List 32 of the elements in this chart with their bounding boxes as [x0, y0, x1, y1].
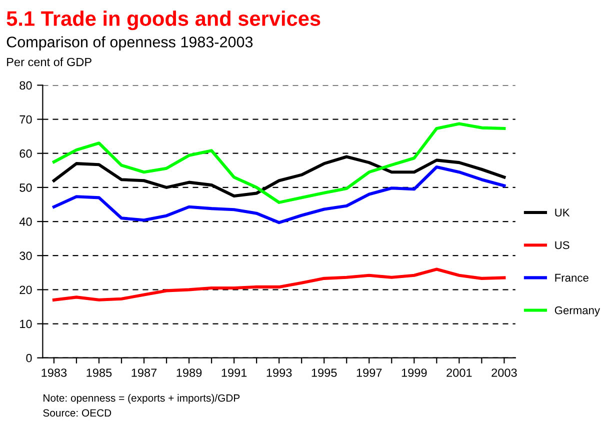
x-tick-label: 1983: [42, 368, 67, 377]
y-tick-label: 0: [26, 354, 32, 362]
text: Note: openness = (exports + imports)/GDP: [44, 394, 240, 404]
chart-title: 5.1 Trade in goods and services: [6, 10, 320, 30]
y-tick-label: 70: [20, 115, 32, 124]
y-tick-label: 80: [20, 81, 32, 90]
source-note: Source: OECD: [43, 409, 112, 417]
x-tick-label: 1999: [402, 368, 427, 377]
x-tick-label: 1997: [356, 368, 382, 377]
line-series: [52, 122, 506, 204]
x-tick-label: 2001: [446, 368, 472, 377]
y-tick-label: 30: [20, 252, 32, 260]
x-tick-label: 1985: [86, 368, 112, 377]
legend-label: UK: [555, 208, 570, 217]
x-tick-label: 1989: [176, 368, 202, 377]
x-tick-label: 1995: [312, 368, 337, 377]
x-tick-label: 1991: [222, 368, 247, 377]
y-tick-label: 40: [19, 218, 32, 226]
line-series: [52, 165, 506, 224]
y-axis-title: Per cent of GDP: [7, 58, 92, 66]
legend-label: Germany: [554, 306, 600, 316]
chart-subtitle: Comparison of openness 1983-2003: [6, 36, 253, 50]
x-tick-label: 1993: [266, 368, 292, 377]
y-tick-label: 50: [20, 183, 32, 192]
legend-label: US: [555, 241, 570, 250]
x-tick-label: 2003: [492, 368, 517, 377]
line-series: [52, 268, 506, 302]
y-tick-label: 10: [20, 320, 32, 328]
x-tick-label: 1987: [132, 368, 157, 377]
y-tick-label: 20: [20, 286, 32, 294]
y-tick-label: 60: [20, 149, 32, 158]
legend-label: France: [555, 274, 588, 282]
